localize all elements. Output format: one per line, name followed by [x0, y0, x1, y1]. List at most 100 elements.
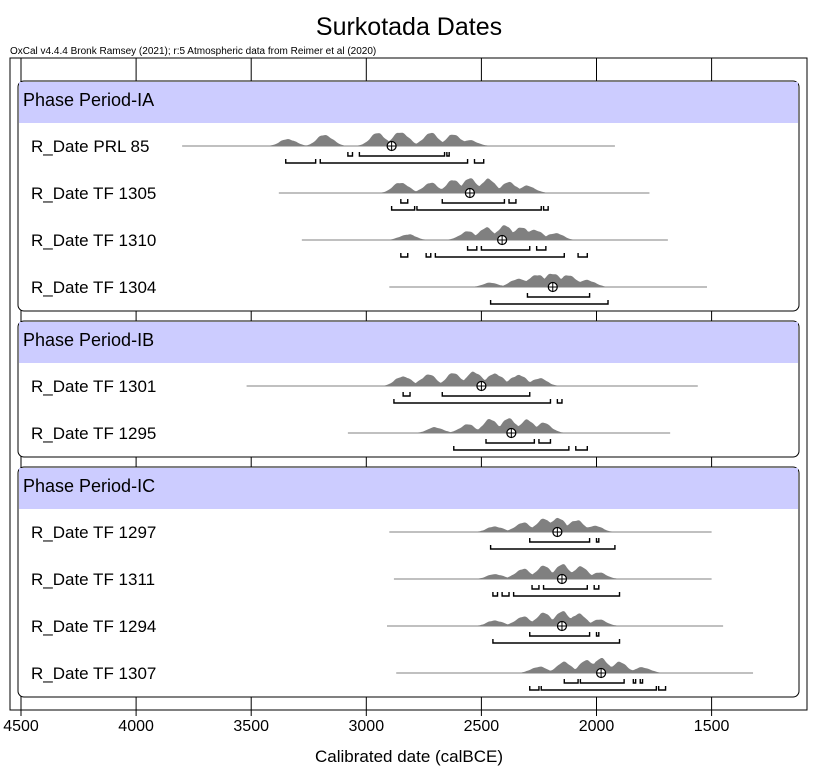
range-68	[466, 246, 478, 251]
date-row: R_Date PRL 85	[31, 132, 615, 164]
phase-group: Phase Period-IA	[17, 80, 800, 312]
range-95	[542, 206, 549, 211]
range-95	[489, 300, 609, 305]
range-68	[480, 246, 531, 251]
range-68	[441, 392, 531, 397]
range-68	[563, 679, 579, 684]
range-68	[595, 632, 600, 637]
range-68	[531, 585, 540, 590]
date-rows: R_Date PRL 85 R_Date TF 1305 R_Date TF 131…	[31, 132, 754, 691]
range-68	[347, 152, 354, 157]
date-label: R_Date TF 1294	[31, 617, 156, 636]
date-label: R_Date TF 1297	[31, 523, 156, 542]
range-95	[473, 159, 485, 164]
probability-distribution	[453, 611, 641, 626]
range-95	[434, 253, 565, 258]
date-row: R_Date TF 1294	[31, 611, 724, 644]
range-68	[358, 152, 446, 157]
x-tick-label: 4000	[118, 718, 154, 735]
range-95	[393, 399, 552, 404]
range-68	[639, 679, 644, 684]
range-95	[425, 253, 432, 258]
range-68	[526, 293, 591, 298]
range-95	[492, 639, 621, 644]
x-axis-label: Calibrated date (calBCE)	[315, 747, 503, 766]
range-95	[577, 253, 588, 258]
date-label: R_Date TF 1304	[31, 278, 156, 297]
phase-band	[19, 468, 798, 509]
range-95	[492, 592, 499, 597]
probability-distribution	[449, 273, 629, 287]
range-95	[657, 686, 667, 691]
date-label: R_Date TF 1305	[31, 184, 156, 203]
range-95	[575, 446, 588, 451]
chart-title: Surkotada Dates	[316, 13, 502, 41]
phase-box	[17, 466, 800, 698]
range-68	[441, 199, 506, 204]
range-68	[538, 439, 552, 444]
date-row: R_Date TF 1311	[31, 564, 712, 597]
phase-label: Phase Period-IC	[23, 476, 155, 496]
phase-label: Phase Period-IA	[23, 90, 154, 110]
phase-band	[19, 322, 798, 363]
phase-group: Phase Period-IC	[17, 466, 800, 698]
date-label: R_Date TF 1310	[31, 231, 156, 250]
range-95	[501, 592, 510, 597]
range-68	[579, 679, 625, 684]
range-68	[542, 585, 588, 590]
date-row: R_Date TF 1301	[31, 371, 698, 404]
date-label: R_Date TF 1307	[31, 664, 156, 683]
probability-distribution	[366, 225, 597, 240]
date-row: R_Date TF 1310	[31, 225, 668, 258]
probability-distribution	[361, 371, 581, 386]
range-68	[632, 679, 637, 684]
range-95	[400, 253, 409, 258]
range-95	[489, 545, 616, 550]
date-row: R_Date TF 1295	[31, 418, 671, 451]
x-tick-label: 4500	[3, 718, 39, 735]
phase-box	[17, 80, 800, 312]
date-row: R_Date TF 1304	[31, 273, 707, 305]
x-tick-label: 2000	[579, 718, 615, 735]
range-68	[593, 585, 600, 590]
phase-label: Phase Period-IB	[23, 330, 154, 350]
plot-frame	[9, 57, 808, 711]
probability-distribution	[246, 132, 512, 146]
phase-group: Phase Period-IB	[17, 320, 800, 458]
range-68	[529, 538, 591, 543]
range-95	[512, 592, 621, 597]
probability-distribution	[453, 564, 641, 579]
range-95	[556, 399, 563, 404]
range-68	[400, 199, 409, 204]
range-95	[540, 686, 658, 691]
range-95	[319, 159, 469, 164]
range-68	[402, 392, 411, 397]
range-68	[446, 152, 450, 157]
range-68	[529, 632, 591, 637]
range-95	[529, 686, 540, 691]
x-tick-label: 2500	[464, 718, 500, 735]
phase-band	[19, 82, 798, 123]
range-68	[535, 246, 547, 251]
x-tick-label: 3000	[349, 718, 385, 735]
range-95	[390, 206, 416, 211]
range-95	[416, 206, 542, 211]
probability-distribution	[497, 658, 684, 673]
date-label: R_Date TF 1311	[31, 570, 155, 589]
probability-distribution	[393, 418, 585, 433]
x-tick-label: 1500	[694, 718, 730, 735]
range-95	[285, 159, 317, 164]
date-row: R_Date TF 1297	[31, 517, 712, 550]
x-tick-label: 3500	[233, 718, 269, 735]
range-68	[485, 439, 536, 444]
date-row: R_Date TF 1307	[31, 658, 754, 691]
probability-distribution	[359, 178, 569, 193]
date-label: R_Date PRL 85	[31, 137, 149, 156]
x-axis: 4500 4000 3500 3000 2500 2000 1500	[3, 710, 729, 735]
date-row: R_Date TF 1305	[31, 178, 650, 211]
range-68	[508, 199, 517, 204]
date-label: R_Date TF 1295	[31, 424, 156, 443]
chart-subtitle: OxCal v4.4.4 Bronk Ramsey (2021); r:5 At…	[10, 46, 376, 57]
range-68	[595, 538, 600, 543]
